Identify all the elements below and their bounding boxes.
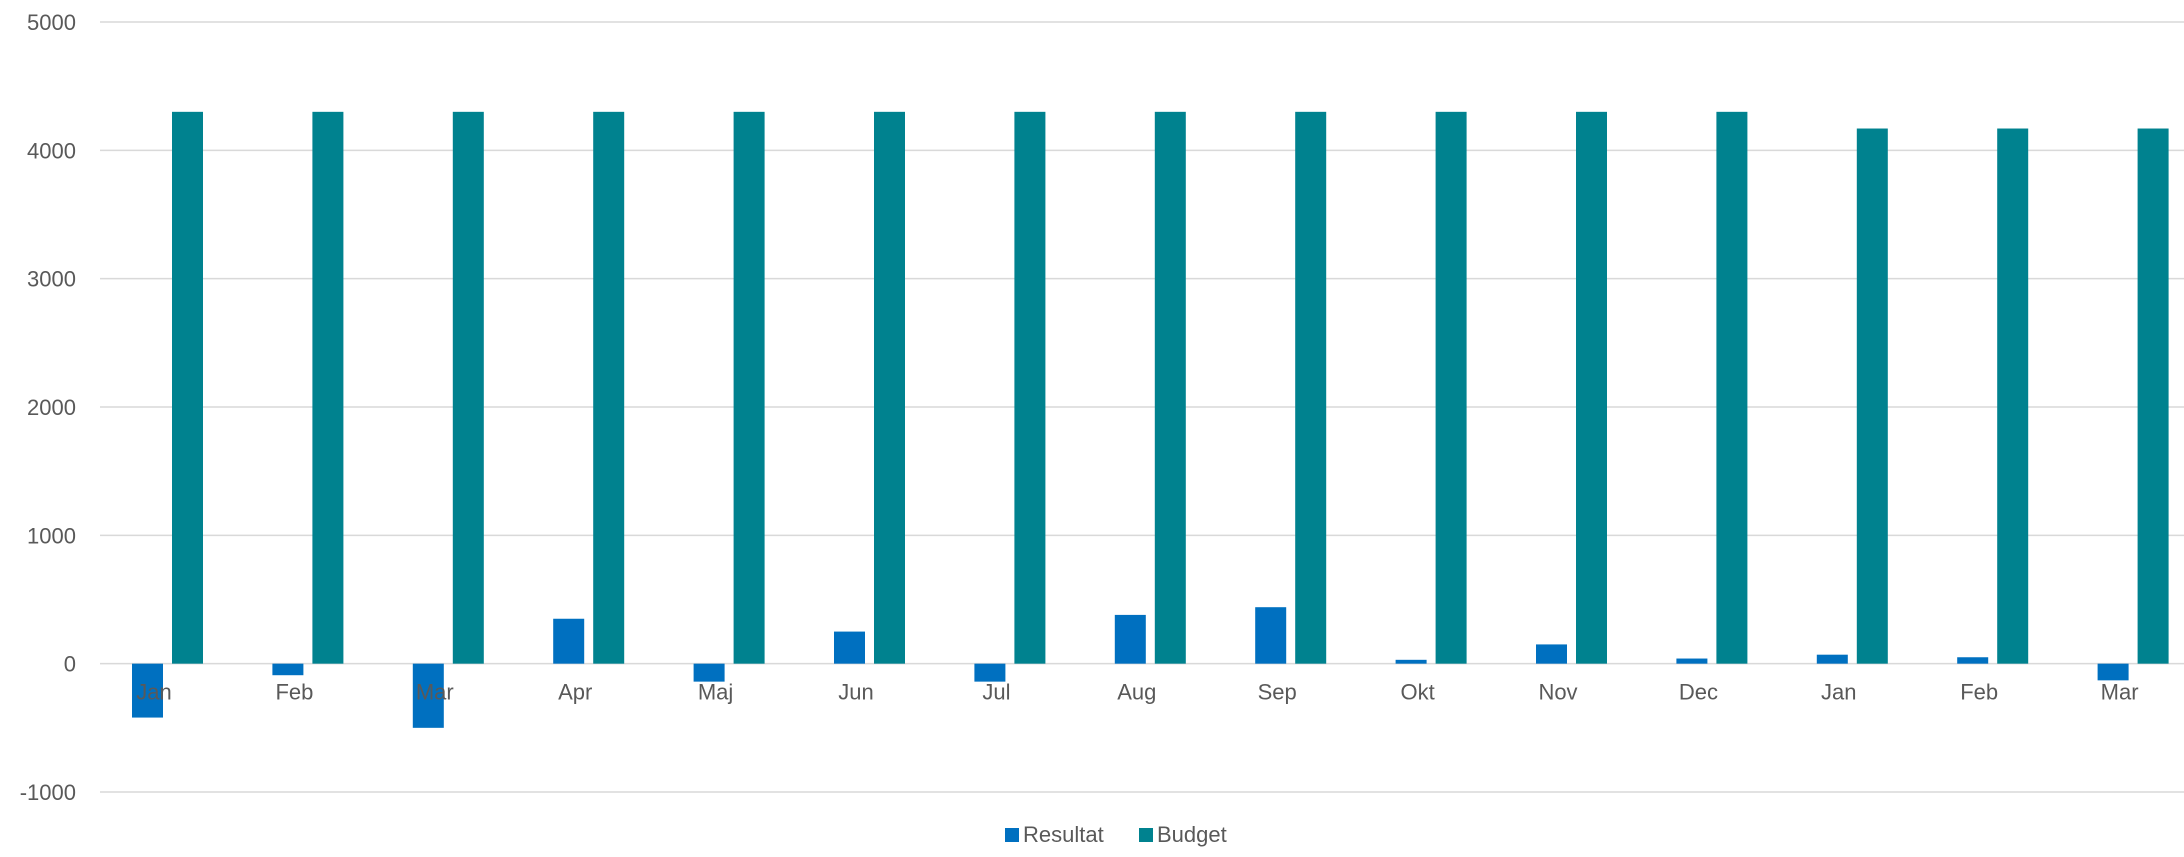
legend: Resultat Budget xyxy=(1005,822,1227,847)
bar-resultat xyxy=(2097,663,2129,681)
x-tick-label: Mar xyxy=(416,680,454,705)
x-tick-label: Apr xyxy=(558,680,592,705)
bar-resultat xyxy=(272,663,304,676)
bar-budget xyxy=(2137,128,2169,664)
x-tick-label: Jul xyxy=(982,680,1010,705)
bar-budget xyxy=(1435,111,1467,664)
x-tick-label: Jan xyxy=(136,680,171,705)
gridlines xyxy=(100,21,2184,793)
y-tick-label: 0 xyxy=(64,652,76,677)
bar-budget xyxy=(1856,128,1888,664)
bar-resultat xyxy=(132,663,163,718)
legend-swatch xyxy=(1139,828,1153,842)
bar-resultat xyxy=(1395,659,1427,664)
bar-resultat xyxy=(974,663,1006,682)
y-tick-label: 4000 xyxy=(27,138,76,163)
x-tick-label: Jan xyxy=(1821,680,1856,705)
bar-resultat xyxy=(412,663,444,728)
bar-budget xyxy=(1997,128,2029,664)
bar-budget xyxy=(452,111,484,664)
bars xyxy=(132,111,2169,728)
bar-resultat xyxy=(1957,657,1989,664)
legend-label: Budget xyxy=(1157,822,1227,847)
x-tick-label: Dec xyxy=(1679,680,1718,705)
bar-resultat xyxy=(1114,614,1146,664)
y-tick-label: 1000 xyxy=(27,523,76,548)
bar-resultat xyxy=(553,618,585,664)
bar-resultat xyxy=(1676,658,1708,664)
bar-resultat xyxy=(834,631,865,664)
x-tick-label: Feb xyxy=(275,680,313,705)
x-tick-label: Aug xyxy=(1117,680,1156,705)
x-tick-label: Mar xyxy=(2101,680,2139,705)
x-tick-label: Maj xyxy=(698,680,733,705)
x-tick-label: Okt xyxy=(1400,680,1434,705)
x-axis-tick-labels: Jan Feb Mar Apr Maj Jun Jul Aug Sep Okt Nov Dec Jan F… xyxy=(136,680,2138,705)
bar-budget xyxy=(733,111,765,664)
bar-resultat xyxy=(1816,654,1848,664)
bar-budget xyxy=(1295,111,1327,664)
x-tick-label: Nov xyxy=(1538,680,1577,705)
bar-budget xyxy=(874,111,905,664)
legend-swatch xyxy=(1005,828,1019,842)
bar-budget xyxy=(1014,111,1046,664)
bar-budget xyxy=(1576,111,1607,664)
y-axis-tick-labels: -1000 0 1000 2000 3000 4000 5000 xyxy=(20,10,76,805)
bar-budget xyxy=(312,111,344,664)
y-tick-label: 3000 xyxy=(27,267,76,292)
bar-budget xyxy=(1154,111,1186,664)
y-tick-label: 2000 xyxy=(27,395,76,420)
x-tick-label: Sep xyxy=(1258,680,1297,705)
bar-budget xyxy=(1716,111,1748,664)
bar-resultat xyxy=(1536,644,1567,664)
legend-label: Resultat xyxy=(1023,822,1104,847)
bar-resultat xyxy=(1255,607,1287,664)
bar-budget xyxy=(593,111,625,664)
y-tick-label: -1000 xyxy=(20,780,76,805)
x-tick-label: Jun xyxy=(838,680,873,705)
x-tick-label: Feb xyxy=(1960,680,1998,705)
y-tick-label: 5000 xyxy=(27,10,76,35)
bar-resultat xyxy=(693,663,725,682)
bar-budget xyxy=(172,111,203,664)
